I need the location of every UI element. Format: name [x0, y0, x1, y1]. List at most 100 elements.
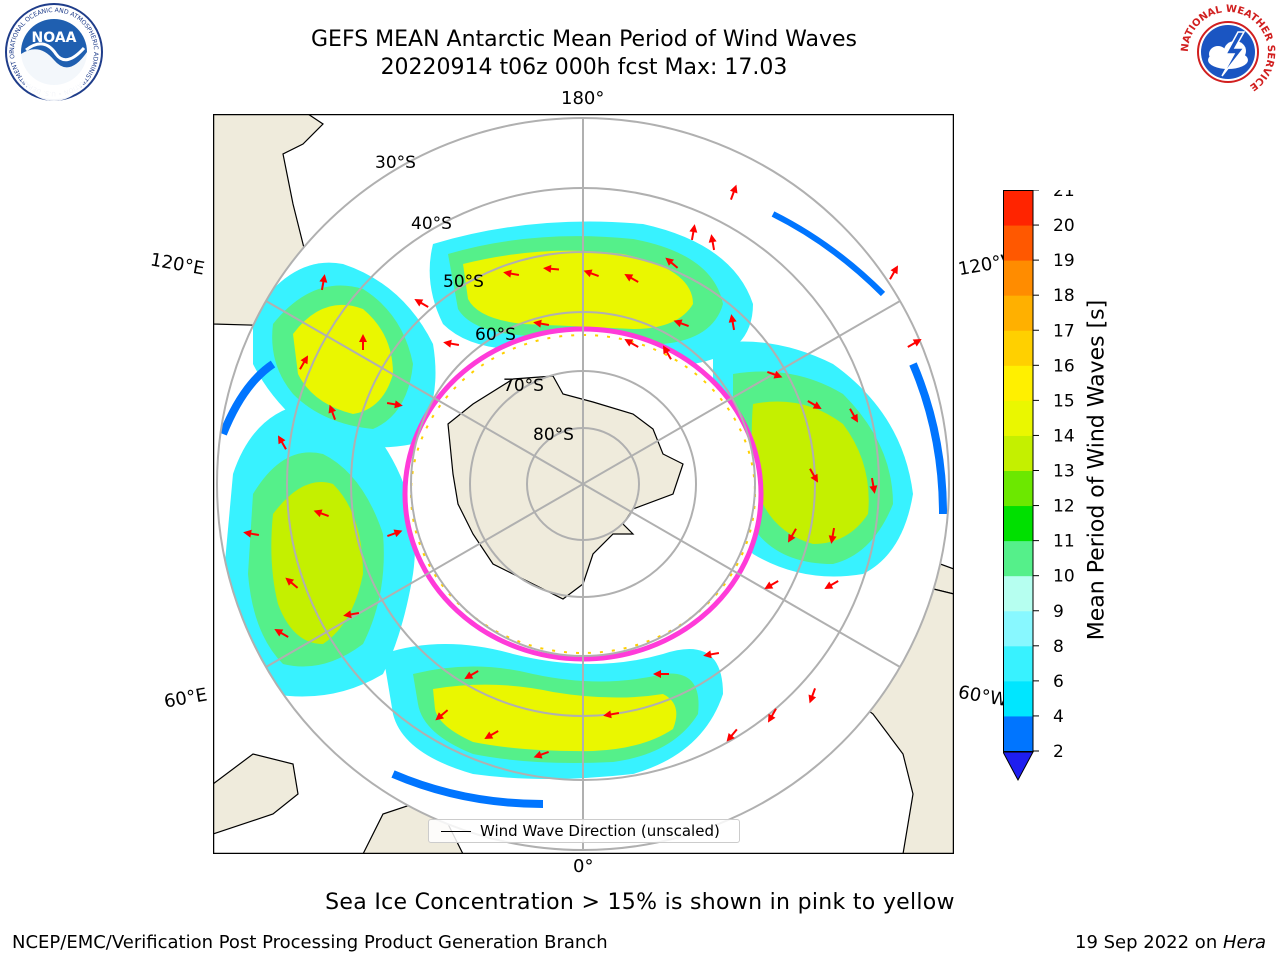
colorbar-tick-label: 2: [1053, 742, 1064, 762]
wave-arrow: [583, 269, 599, 278]
wave-arrow: [764, 580, 779, 589]
colorbar-tick-label: 15: [1053, 391, 1075, 411]
wave-arrow: [387, 529, 403, 538]
legend-line-swatch: [441, 830, 471, 832]
credit-right: 19 Sep 2022 on Hera: [1075, 932, 1266, 953]
colorbar-segment: [1003, 505, 1033, 542]
colorbar-segment: [1003, 680, 1033, 717]
credit-date: 19 Sep 2022 on: [1075, 932, 1223, 953]
wave-arrow: [533, 750, 549, 759]
colorbar-tick-label: 4: [1053, 707, 1064, 727]
lon-label-60w: 60°W: [956, 681, 1010, 712]
colorbar-segment: [1003, 645, 1033, 682]
colorbar-tick-label: 21: [1053, 190, 1075, 201]
wave-arrow: [278, 435, 287, 450]
wave-arrow: [689, 224, 698, 241]
noaa-logo: NATIONAL OCEANIC AND ATMOSPHERIC ADMINIS…: [1, 0, 104, 106]
credit-host: Hera: [1222, 932, 1266, 953]
colorbar-tick-label: 10: [1053, 567, 1075, 587]
wave-arrow: [869, 477, 878, 494]
lat-label-80: 80°S: [533, 425, 574, 445]
lat-label-40: 40°S: [411, 214, 452, 234]
wave-arrow: [889, 265, 898, 280]
colorbar-segment: [1003, 435, 1033, 471]
colorbar-tick-label: 20: [1053, 216, 1075, 236]
wave-arrow: [708, 234, 717, 251]
lat-label-70: 70°S: [503, 376, 544, 396]
nws-logo: NATIONAL WEATHER SERVICE: [1178, 2, 1278, 106]
wave-arrow: [808, 688, 817, 704]
wave-arrow: [313, 509, 329, 518]
colorbar-label: Mean Period of Wind Waves [s]: [1084, 299, 1110, 641]
wave-arrow: [503, 269, 520, 278]
wave-direction-arrows: [243, 184, 922, 759]
lon-label-60e: 60°E: [162, 684, 209, 713]
colorbar-tick-label: 9: [1053, 602, 1064, 622]
colorbar-segment: [1003, 715, 1033, 752]
africa-landmass: [213, 753, 299, 835]
lon-label-0: 0°: [573, 856, 594, 877]
wave-arrow: [274, 629, 289, 638]
wave-arrow: [603, 710, 620, 719]
graticule: [216, 117, 950, 851]
wave-arrow: [443, 339, 460, 348]
lon-label-180: 180°: [561, 88, 605, 109]
wave-arrow: [328, 404, 337, 420]
colorbar-tick-label: 18: [1053, 286, 1075, 306]
wave-arrow: [624, 274, 639, 283]
colorbar-extend-triangle: [1002, 751, 1034, 782]
colorbar-tick-label: 11: [1053, 532, 1075, 552]
wave-arrow: [703, 650, 720, 659]
colorbar: 2 4 6 8 9 10 11 12 13 14 15 16 17 18 19 20 21: [1002, 181, 1083, 794]
colorbar-tick-label: 16: [1053, 356, 1075, 376]
colorbar-tick-label: 14: [1053, 426, 1075, 446]
colorbar-tick-label: 17: [1053, 321, 1075, 341]
wave-arrow: [624, 339, 639, 348]
wave-arrow: [533, 319, 550, 328]
wave-arrow: [824, 580, 839, 589]
wave-arrow: [319, 274, 328, 291]
colorbar-tick-label: 12: [1053, 497, 1075, 517]
wave-arrow: [484, 730, 499, 739]
wave-arrow: [464, 670, 479, 679]
lat-label-30: 30°S: [375, 153, 416, 173]
colorbar-segment: [1003, 260, 1033, 296]
wave-arrow: [435, 709, 449, 721]
wave-arrow: [414, 299, 429, 308]
colorbar-segment: [1003, 575, 1033, 612]
wave-arrow: [809, 468, 818, 483]
colorbar-segment: [1003, 470, 1033, 507]
colorbar-segment: [1003, 400, 1033, 436]
lon-label-120e: 120°E: [148, 249, 207, 280]
lat-label-60: 60°S: [475, 325, 516, 345]
polar-map: 30°S 40°S 50°S 60°S 70°S 80°S: [213, 114, 954, 854]
wave-arrow: [665, 257, 679, 269]
wave-arrow: [807, 400, 822, 409]
wave-arrow: [849, 408, 858, 423]
colorbar-tick-label: 13: [1053, 462, 1075, 482]
wave-arrow: [673, 319, 689, 328]
wave-arrow: [285, 577, 299, 589]
wave-arrow: [767, 370, 783, 379]
colorbar-segment: [1003, 540, 1033, 577]
wave-arrow: [243, 529, 260, 538]
map-legend: Wind Wave Direction (unscaled): [428, 819, 740, 843]
colorbar-segment: [1003, 610, 1033, 647]
credit-left: NCEP/EMC/Verification Post Processing Pr…: [12, 932, 608, 953]
wave-arrow: [788, 528, 797, 543]
map-title: GEFS MEAN Antarctic Mean Period of Wind …: [311, 27, 857, 52]
wave-arrow: [343, 610, 360, 619]
wave-arrow: [663, 345, 672, 360]
wave-arrow: [729, 184, 738, 200]
colorbar-segment: [1003, 365, 1033, 401]
wave-arrow: [543, 264, 560, 273]
wave-arrow: [828, 527, 837, 544]
wave-arrow: [907, 339, 922, 348]
wave-arrow: [726, 728, 738, 742]
wave-arrow: [386, 400, 403, 409]
colorbar-segment: [1003, 225, 1033, 261]
wave-arrow: [359, 334, 367, 350]
lat-label-50: 50°S: [443, 272, 484, 292]
map-subtitle: 20220914 t06z 000h fcst Max: 17.03: [380, 55, 788, 80]
legend-label: Wind Wave Direction (unscaled): [480, 822, 720, 840]
